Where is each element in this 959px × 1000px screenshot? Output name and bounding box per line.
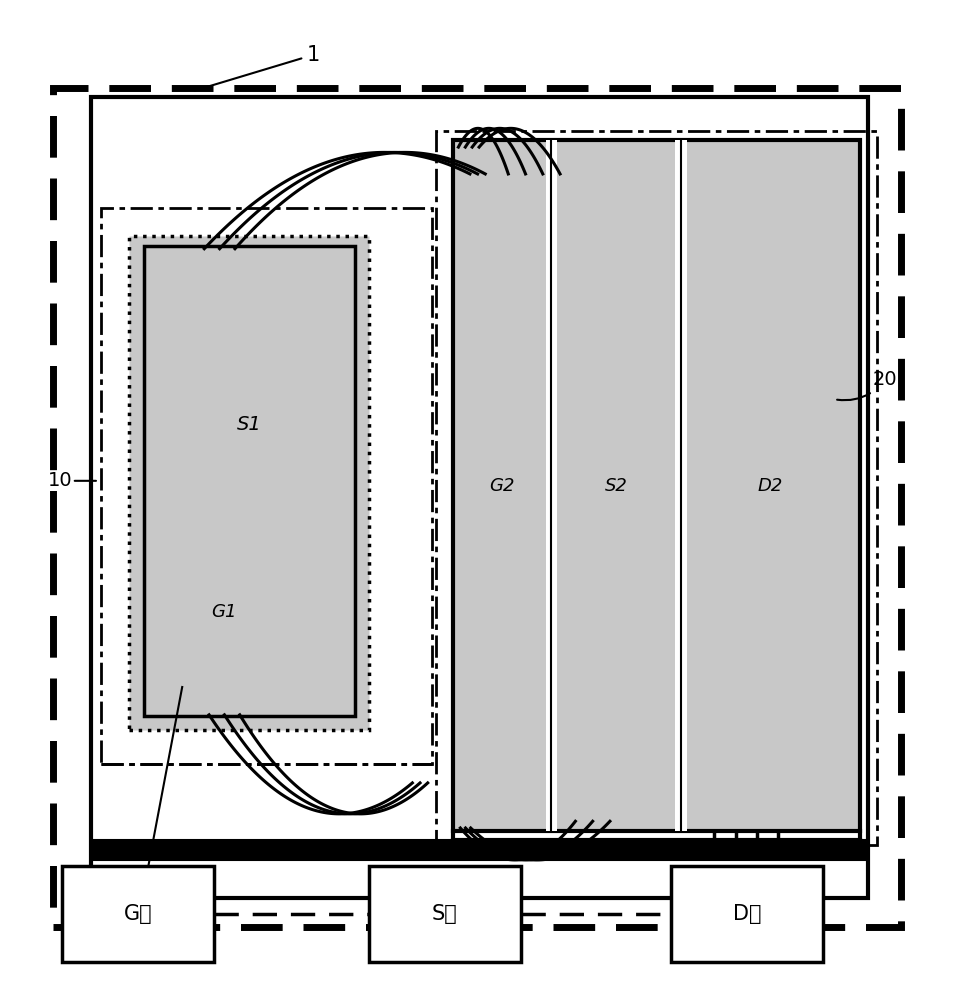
Text: S2: S2 <box>605 477 627 495</box>
Text: 20: 20 <box>837 370 898 400</box>
Bar <box>91 840 868 860</box>
Bar <box>671 866 823 962</box>
Bar <box>53 88 901 927</box>
Text: G2: G2 <box>489 477 515 495</box>
Bar <box>675 140 687 831</box>
Bar <box>129 236 369 730</box>
Text: 10: 10 <box>48 471 73 490</box>
Text: D2: D2 <box>758 477 784 495</box>
Bar <box>91 97 868 898</box>
Bar <box>546 140 557 831</box>
Bar <box>369 866 521 962</box>
Text: G极: G极 <box>124 904 152 924</box>
Text: S极: S极 <box>433 904 457 924</box>
Bar <box>62 866 214 962</box>
Bar <box>436 131 877 845</box>
Text: D极: D极 <box>733 904 761 924</box>
Text: G1: G1 <box>211 603 237 621</box>
Text: S1: S1 <box>237 415 262 434</box>
Bar <box>144 246 355 716</box>
Bar <box>101 208 432 764</box>
Text: 1: 1 <box>195 45 320 91</box>
Bar <box>453 140 860 831</box>
